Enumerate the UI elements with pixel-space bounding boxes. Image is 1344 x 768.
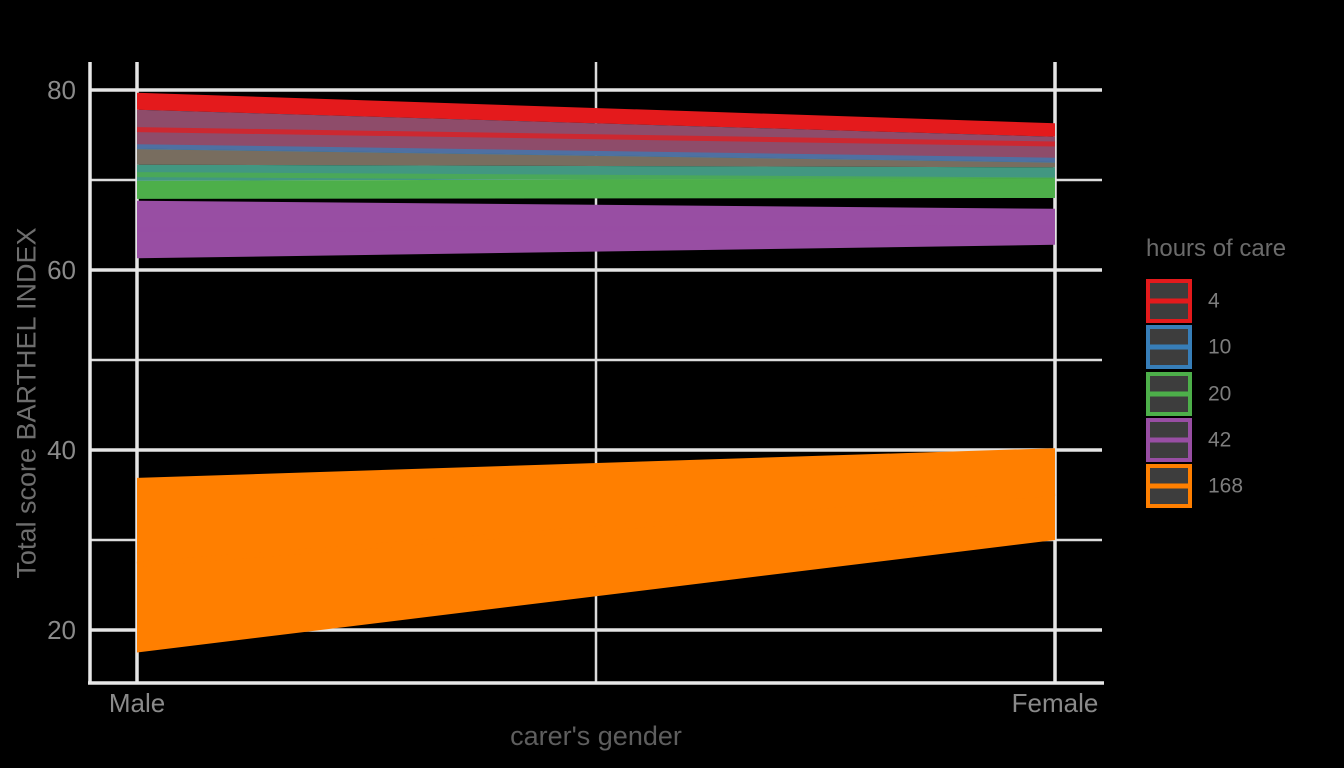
confidence-ribbon-band bbox=[137, 148, 1055, 168]
legend-key-4 bbox=[1146, 279, 1192, 323]
legend-key-line bbox=[1150, 391, 1188, 397]
confidence-ribbon-band bbox=[137, 448, 1055, 653]
x-tick-label-female: Female bbox=[1011, 688, 1099, 718]
legend-key-20 bbox=[1146, 372, 1192, 416]
mean-line-42 bbox=[136, 225, 1056, 232]
x-tick-label-male: Male bbox=[108, 688, 166, 718]
legend-key-line bbox=[1150, 298, 1188, 304]
y-axis-title: Total score BARTHEL INDEX bbox=[11, 227, 42, 579]
mean-line-4 bbox=[136, 127, 1056, 147]
x-axis-title: carer's gender bbox=[510, 721, 682, 751]
y-tick-label-40: 40 bbox=[47, 435, 76, 465]
legend-label-168: 168 bbox=[1208, 474, 1244, 498]
legend-key-line bbox=[1150, 344, 1188, 350]
confidence-ribbon-band bbox=[137, 178, 1055, 199]
y-tick-label-80: 80 bbox=[47, 75, 76, 105]
legend-label-20: 20 bbox=[1208, 382, 1232, 406]
mean-line-168 bbox=[136, 490, 1056, 567]
legend-key-42 bbox=[1146, 418, 1192, 462]
legend-title: hours of care bbox=[1146, 235, 1287, 262]
y-tick-label-20: 20 bbox=[47, 615, 76, 645]
legend-key-line bbox=[1150, 437, 1188, 443]
mean-line-20 bbox=[136, 172, 1056, 183]
confidence-ribbon-band bbox=[137, 92, 1055, 137]
legend-label-42: 42 bbox=[1208, 428, 1232, 452]
legend-key-168 bbox=[1146, 464, 1192, 508]
legend-label-10: 10 bbox=[1208, 335, 1232, 359]
y-tick-label-60: 60 bbox=[47, 255, 76, 285]
legend-label-4: 4 bbox=[1208, 289, 1220, 313]
legend-key-10 bbox=[1146, 325, 1192, 369]
legend-key-line bbox=[1150, 483, 1188, 489]
mean-line-10 bbox=[136, 144, 1056, 163]
